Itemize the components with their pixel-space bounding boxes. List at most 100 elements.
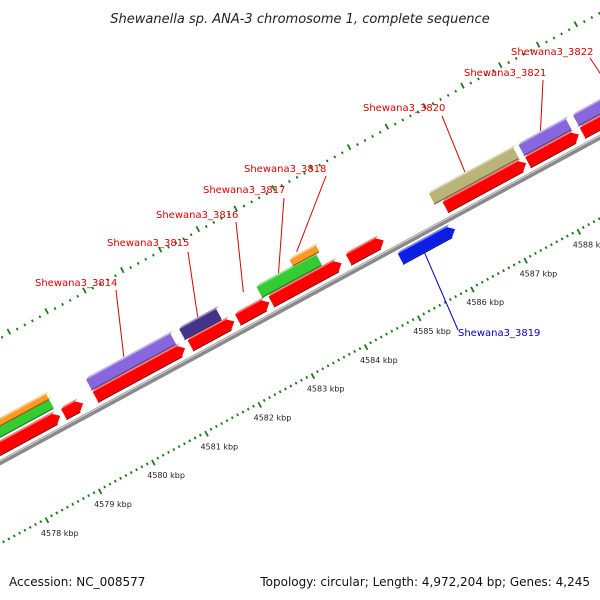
cds-feature-red-shadow: [240, 310, 267, 326]
scale-minor-tick: [18, 531, 21, 535]
scale-minor-tick: [534, 251, 537, 255]
scale-minor-tick: [262, 398, 266, 402]
scale-label: 4578 kbp: [41, 529, 79, 538]
outer-minor-tick: [560, 32, 563, 36]
feature-green: [256, 254, 322, 297]
scale-major-tick: [151, 459, 156, 466]
outer-minor-tick: [129, 266, 133, 270]
outer-minor-tick: [204, 225, 208, 229]
scale-minor-tick: [55, 511, 59, 515]
scale-minor-tick: [172, 447, 176, 452]
scale-minor-tick: [475, 283, 479, 287]
feature-orange-top: [289, 242, 319, 261]
outer-minor-tick: [454, 89, 458, 93]
accession-text: Accession: NC_008577: [9, 575, 145, 589]
feature-orange-top: [0, 391, 49, 420]
outer-minor-tick: [393, 122, 397, 126]
genome-summary-text: Topology: circular; Length: 4,972,204 bp…: [259, 575, 590, 589]
outer-minor-tick: [68, 298, 72, 302]
gene-label: Shewana3_3820: [363, 103, 445, 114]
scale-major-tick: [523, 257, 528, 264]
outer-minor-tick: [477, 77, 480, 81]
scale-minor-tick: [241, 410, 245, 414]
feature-purple-shadow: [523, 128, 572, 157]
scale-minor-tick: [305, 375, 309, 379]
scale-minor-tick: [87, 494, 91, 498]
scale-minor-tick: [427, 309, 431, 313]
scale-minor-tick: [294, 381, 298, 385]
outer-major-tick: [271, 185, 276, 192]
scale-label: 4588 kbp: [573, 241, 600, 250]
label-leader-line: [235, 221, 244, 293]
outer-minor-tick: [318, 163, 322, 167]
scale-minor-tick: [129, 471, 133, 475]
scale-minor-tick: [512, 263, 516, 267]
feature-orange-shadow: [292, 251, 319, 267]
outer-minor-tick: [416, 110, 420, 114]
cds-feature-red-shadow: [0, 423, 58, 457]
cds-feature-red-top: [92, 343, 180, 392]
cds-feature-red-shadow: [97, 355, 183, 404]
feature-green-shadow: [261, 264, 322, 299]
scale-minor-tick: [321, 367, 325, 371]
cds-feature-red-shadow: [585, 129, 600, 139]
outer-minor-tick: [303, 171, 306, 175]
scale-minor-tick: [193, 436, 197, 440]
scale-minor-tick: [145, 462, 149, 466]
gene-label: Shewana3_3817: [203, 185, 285, 196]
cds-feature-red-shadow: [192, 329, 232, 352]
scale-minor-tick: [422, 312, 426, 316]
scale-minor-tick: [411, 318, 415, 322]
scale-major-tick: [576, 228, 582, 235]
feature-orange-shadow: [0, 398, 49, 427]
scale-minor-tick: [140, 465, 144, 469]
feature-dark-purple-top: [179, 306, 219, 330]
scale-minor-tick: [71, 502, 75, 506]
cds-feature-red: [0, 413, 61, 455]
feature-purple-top: [86, 330, 173, 380]
scale-minor-tick: [177, 445, 181, 449]
cds-feature-red-shadow: [447, 170, 524, 214]
scale-minor-tick: [395, 326, 399, 330]
scale-minor-tick: [433, 306, 436, 310]
outer-minor-tick: [219, 216, 223, 220]
outer-minor-tick: [431, 102, 435, 106]
scale-minor-tick: [565, 234, 569, 238]
scale-major-tick: [44, 517, 50, 524]
cds-feature-red: [235, 300, 270, 325]
feature-purple: [518, 119, 572, 155]
cds-feature-red-top: [268, 258, 336, 297]
scale-minor-tick: [135, 468, 138, 472]
outer-major-tick: [422, 103, 427, 110]
outer-minor-tick: [514, 56, 518, 60]
cds-feature-red-top: [442, 158, 521, 203]
gene-labels: Shewana3_3814 Shewana3_3815 Shewana3_3816 S…: [35, 47, 600, 357]
scale-minor-tick: [273, 393, 277, 397]
scale-minor-tick: [486, 277, 489, 281]
cds-feature-red: [345, 238, 384, 265]
outer-minor-tick: [408, 114, 412, 118]
scale-minor-tick: [119, 476, 122, 480]
scale-minor-tick: [50, 514, 53, 518]
scale-minor-tick: [581, 225, 585, 229]
label-leader-line: [115, 289, 125, 357]
outer-minor-tick: [288, 179, 291, 183]
label-leader-line: [278, 197, 285, 274]
scale-minor-tick: [161, 453, 165, 457]
cds-feature-red: [187, 319, 235, 351]
cds-feature-red: [525, 132, 579, 168]
feature-dark-purple-shadow: [184, 318, 222, 341]
outer-minor-tick: [91, 286, 95, 290]
outer-major-tick: [384, 123, 390, 130]
label-leader-line: [441, 115, 466, 173]
scale-major-tick: [417, 315, 422, 322]
gene-label: Shewana3_3815: [107, 238, 189, 249]
cds-feature-red-top: [525, 129, 573, 158]
outer-minor-tick: [469, 81, 473, 85]
gene-label: Shewana3_3816: [156, 210, 238, 221]
scale-minor-tick: [459, 292, 463, 296]
outer-minor-tick: [23, 323, 27, 327]
feature-dark-purple: [179, 309, 222, 339]
outer-minor-tick: [242, 204, 246, 208]
outer-minor-tick: [567, 28, 571, 32]
